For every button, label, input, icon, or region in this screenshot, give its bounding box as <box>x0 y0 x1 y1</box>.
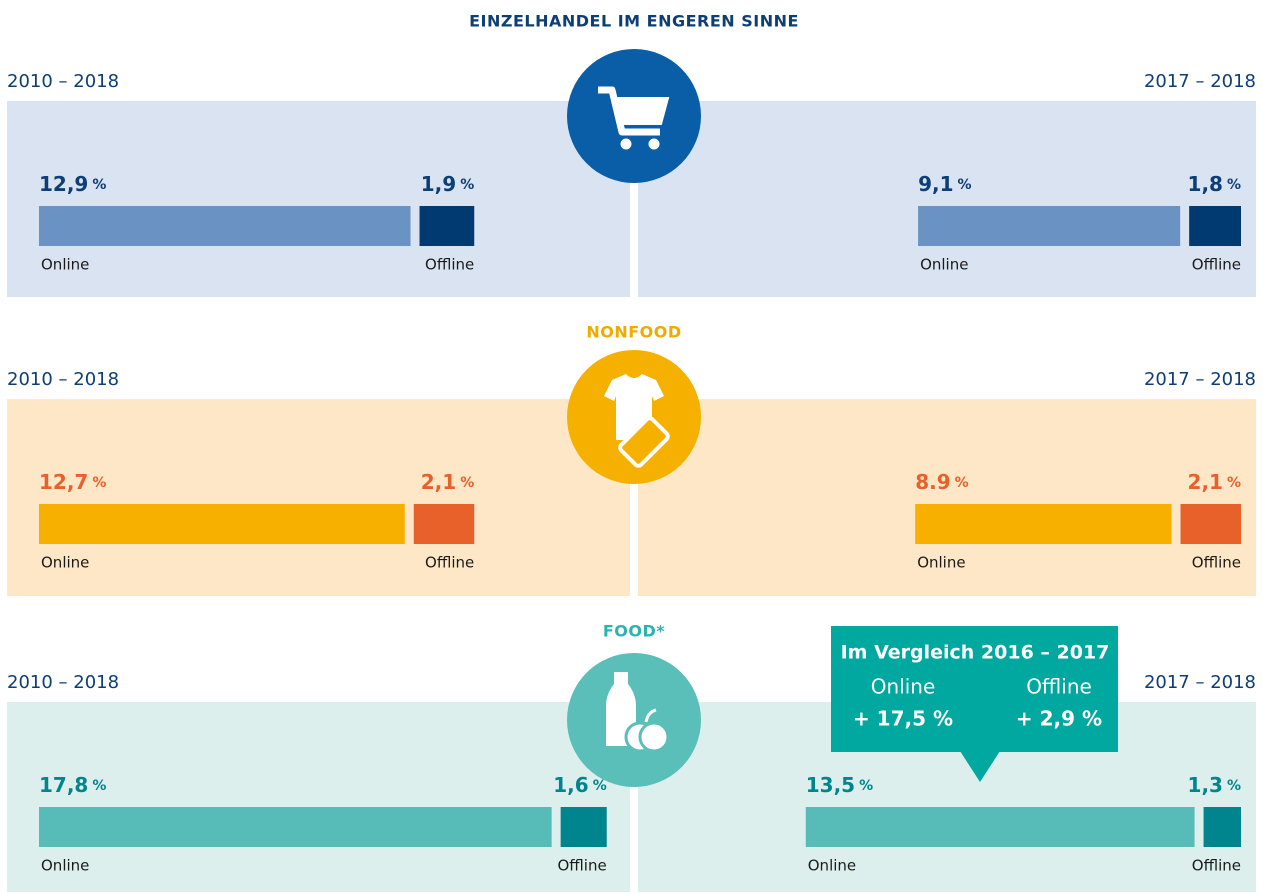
bar <box>918 206 1181 246</box>
bar <box>1189 206 1241 246</box>
value-label: 12,9% <box>39 172 106 196</box>
value-number: 1,9 <box>421 172 456 196</box>
period-label: 2017 – 2018 <box>1144 672 1256 693</box>
callout-header: Online <box>871 675 936 699</box>
value-unit: % <box>460 475 474 491</box>
value-unit: % <box>92 475 106 491</box>
value-unit: % <box>593 778 607 794</box>
section-title: NONFOOD <box>586 323 681 342</box>
value-unit: % <box>460 177 474 193</box>
category-label: Offline <box>425 256 474 274</box>
callout-pointer <box>960 751 1000 782</box>
bar <box>39 206 411 246</box>
value-label: 1,6% <box>553 773 606 797</box>
category-label: Online <box>41 256 89 274</box>
bar <box>39 807 552 847</box>
period-label: 2010 – 2018 <box>7 369 119 390</box>
value-unit: % <box>859 778 873 794</box>
icons <box>567 49 701 787</box>
bar <box>915 504 1172 544</box>
value-unit: % <box>92 778 106 794</box>
bar <box>1203 807 1241 847</box>
bar <box>413 504 475 544</box>
bar <box>39 504 405 544</box>
value-label: 13,5% <box>806 773 873 797</box>
category-label: Offline <box>1192 554 1241 572</box>
value-unit: % <box>1227 177 1241 193</box>
value-number: 1,6 <box>553 773 588 797</box>
panel <box>7 101 630 297</box>
bar <box>805 807 1195 847</box>
bar <box>560 807 607 847</box>
value-label: 1,9% <box>421 172 474 196</box>
value-label: 9,1% <box>918 172 971 196</box>
period-label: 2010 – 2018 <box>7 672 119 693</box>
value-number: 12,9 <box>39 172 88 196</box>
panel <box>7 702 630 892</box>
value-label: 1,8% <box>1188 172 1241 196</box>
category-label: Offline <box>1192 256 1241 274</box>
bar <box>1180 504 1241 544</box>
cart-icon <box>598 86 670 150</box>
callout-value: + 17,5 % <box>853 707 953 731</box>
category-label: Offline <box>1192 857 1241 875</box>
category-label: Online <box>41 857 89 875</box>
value-number: 9,1 <box>918 172 953 196</box>
bar <box>419 206 475 246</box>
value-number: 17,8 <box>39 773 88 797</box>
callout-box <box>831 626 1118 752</box>
period-label: 2017 – 2018 <box>1144 71 1256 92</box>
value-unit: % <box>958 177 972 193</box>
value-label: 2,1% <box>421 470 474 494</box>
panel <box>638 101 1256 297</box>
panels <box>7 101 1256 892</box>
category-label: Online <box>920 256 968 274</box>
value-label: 8.9% <box>915 470 968 494</box>
period-label: 2010 – 2018 <box>7 71 119 92</box>
value-label: 17,8% <box>39 773 106 797</box>
callout-title: Im Vergleich 2016 – 2017 <box>841 642 1110 664</box>
category-label: Offline <box>425 554 474 572</box>
value-number: 2,1 <box>421 470 456 494</box>
section-title: EINZELHANDEL IM ENGEREN SINNE <box>469 12 799 31</box>
category-label: Online <box>808 857 856 875</box>
value-number: 1,8 <box>1188 172 1223 196</box>
panel <box>7 399 630 596</box>
value-unit: % <box>1227 778 1241 794</box>
value-label: 12,7% <box>39 470 106 494</box>
value-number: 12,7 <box>39 470 88 494</box>
value-label: 2,1% <box>1188 470 1241 494</box>
callout: Im Vergleich 2016 – 2017 Online Offline … <box>831 626 1118 782</box>
callout-value: + 2,9 % <box>1016 707 1102 731</box>
period-label: 2017 – 2018 <box>1144 369 1256 390</box>
value-number: 13,5 <box>806 773 855 797</box>
category-label: Offline <box>558 857 607 875</box>
callout-header: Offline <box>1026 675 1092 699</box>
value-number: 1,3 <box>1188 773 1223 797</box>
value-number: 2,1 <box>1188 470 1223 494</box>
value-number: 8.9 <box>915 470 950 494</box>
value-label: 1,3% <box>1188 773 1241 797</box>
shirt-phone-icon <box>604 374 670 468</box>
value-unit: % <box>92 177 106 193</box>
category-label: Online <box>917 554 965 572</box>
value-unit: % <box>1227 475 1241 491</box>
category-label: Online <box>41 554 89 572</box>
value-unit: % <box>955 475 969 491</box>
section-title: FOOD* <box>603 622 665 641</box>
panel <box>638 399 1256 596</box>
bottle-apple-icon <box>606 672 670 753</box>
